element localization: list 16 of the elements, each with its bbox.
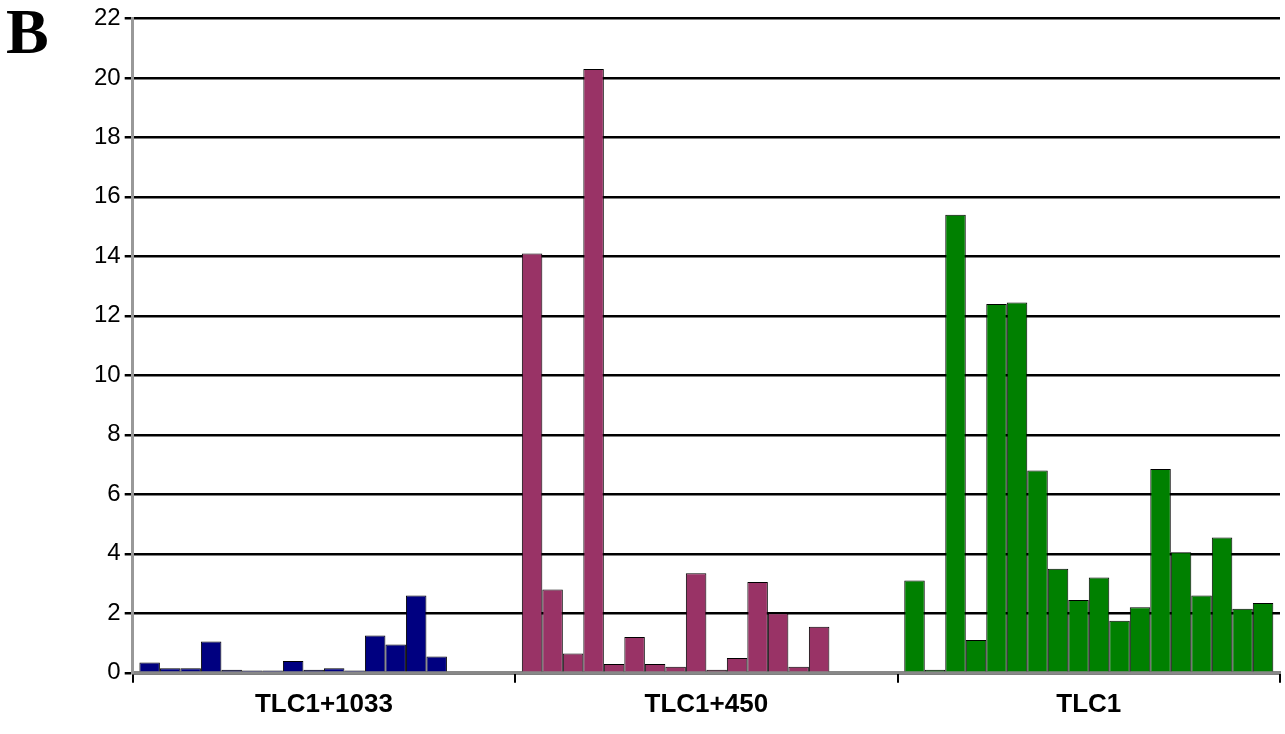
y-tick-label: 16 (93, 181, 121, 209)
y-tick-label: 8 (107, 419, 121, 447)
x-tick-label: TLC1+450 (644, 687, 769, 718)
y-tick-label: 10 (93, 359, 121, 387)
y-tick-label: 20 (93, 62, 121, 90)
y-tick-label: 18 (93, 122, 121, 150)
x-tick-label: TLC1+1033 (254, 687, 393, 718)
y-tick-label: 4 (107, 538, 121, 566)
y-tick-label: 12 (93, 300, 121, 328)
y-tick-label: 2 (107, 597, 121, 625)
y-tick-label: 22 (93, 3, 121, 31)
x-tick-label: TLC1 (1056, 687, 1122, 718)
y-tick-label: 6 (107, 478, 121, 506)
y-tick-label: 14 (93, 240, 121, 268)
text: B (6, 0, 49, 67)
y-tick-label: 0 (107, 657, 121, 685)
